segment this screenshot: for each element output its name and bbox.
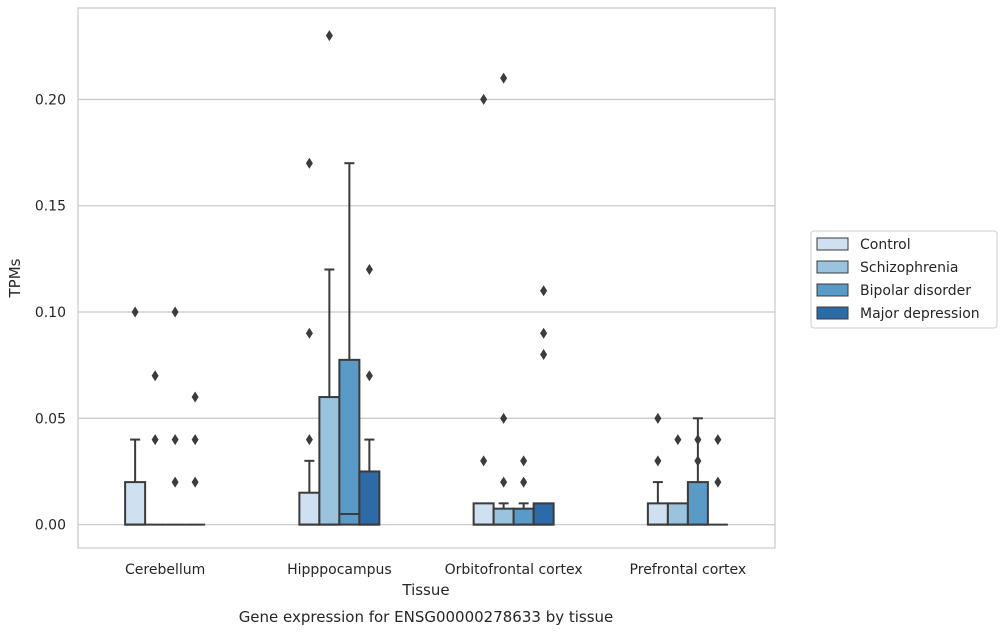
legend-frame bbox=[810, 230, 998, 329]
outlier-point bbox=[365, 263, 373, 275]
outlier-point bbox=[305, 327, 313, 339]
outlier-point bbox=[694, 434, 702, 446]
box-body bbox=[472, 502, 495, 526]
box-body bbox=[492, 507, 515, 526]
y-tick-label: 0.05 bbox=[35, 411, 66, 427]
outlier-point bbox=[480, 455, 488, 467]
outlier-point bbox=[500, 72, 508, 84]
outlier-point bbox=[540, 285, 548, 297]
box-series bbox=[124, 30, 728, 526]
outlier-point bbox=[674, 434, 682, 446]
outlier-point bbox=[191, 391, 199, 403]
legend-label: Schizophrenia bbox=[860, 260, 958, 276]
outlier-point bbox=[654, 412, 662, 424]
box-body bbox=[646, 502, 669, 526]
box-1-3 bbox=[358, 263, 381, 526]
box-body bbox=[358, 470, 381, 526]
box-0-0 bbox=[124, 306, 147, 526]
plot-frame bbox=[77, 7, 776, 549]
outlier-point bbox=[151, 370, 159, 382]
legend-label: Major depression bbox=[860, 306, 980, 322]
outlier-point bbox=[171, 434, 179, 446]
outlier-point bbox=[325, 30, 333, 42]
box-1-2 bbox=[338, 162, 361, 526]
box-body bbox=[124, 481, 147, 526]
outlier-point bbox=[151, 434, 159, 446]
box-3-0 bbox=[646, 412, 669, 526]
x-axis-title: Tissue bbox=[401, 581, 449, 599]
box-2-1 bbox=[492, 72, 515, 526]
outlier-point bbox=[520, 476, 528, 488]
y-tick-label: 0.15 bbox=[35, 199, 66, 215]
box-0-3 bbox=[185, 391, 206, 526]
x-tick-label: Hipppocampus bbox=[287, 562, 392, 578]
outlier-point bbox=[714, 434, 722, 446]
box-2-2 bbox=[512, 455, 535, 526]
box-body bbox=[338, 358, 361, 526]
x-tick-label: Prefrontal cortex bbox=[630, 562, 747, 578]
box-body bbox=[298, 491, 321, 526]
outlier-point bbox=[654, 455, 662, 467]
x-tick-labels: Cerebellum Hipppocampus Orbitofrontal cort… bbox=[125, 562, 746, 578]
outlier-point bbox=[540, 327, 548, 339]
legend-swatch bbox=[816, 283, 849, 297]
outlier-point bbox=[480, 93, 488, 105]
chart-caption: Gene expression for ENSG00000278633 by t… bbox=[239, 608, 614, 626]
box-1-0 bbox=[298, 157, 321, 526]
box-0-2 bbox=[165, 306, 186, 526]
box-body bbox=[666, 502, 689, 526]
outlier-point bbox=[305, 434, 313, 446]
box-3-3 bbox=[707, 434, 728, 526]
box-body bbox=[686, 481, 709, 526]
box-body bbox=[318, 396, 341, 526]
outlier-point bbox=[171, 306, 179, 318]
legend-swatch bbox=[816, 306, 849, 320]
y-axis-title: TPMs bbox=[6, 258, 24, 298]
box-1-1 bbox=[318, 30, 341, 526]
box-2-0 bbox=[472, 93, 495, 526]
y-tick-label: 0.10 bbox=[35, 305, 66, 321]
y-tick-labels: 0.00 0.05 0.10 0.15 0.20 bbox=[35, 92, 66, 533]
outlier-point bbox=[191, 476, 199, 488]
y-tick-label: 0.20 bbox=[35, 92, 66, 108]
outlier-point bbox=[714, 476, 722, 488]
legend-label: Control bbox=[860, 237, 911, 253]
y-tick-label: 0.00 bbox=[35, 518, 66, 534]
plot-area bbox=[78, 8, 775, 548]
legend: Control Schizophrenia Bipolar disorder Majo… bbox=[810, 230, 998, 329]
outlier-point bbox=[500, 412, 508, 424]
outlier-point bbox=[540, 349, 548, 361]
outlier-point bbox=[131, 306, 139, 318]
outlier-point bbox=[191, 434, 199, 446]
outlier-point bbox=[520, 455, 528, 467]
box-0-1 bbox=[145, 370, 166, 526]
box-body bbox=[532, 502, 555, 526]
x-tick-label: Cerebellum bbox=[125, 562, 205, 578]
outlier-point bbox=[171, 476, 179, 488]
box-2-3 bbox=[532, 285, 555, 526]
outlier-point bbox=[500, 476, 508, 488]
outlier-point bbox=[365, 370, 373, 382]
x-tick-label: Orbitofrontal cortex bbox=[445, 562, 583, 578]
legend-label: Bipolar disorder bbox=[860, 283, 971, 299]
box-body bbox=[512, 507, 535, 526]
legend-swatch bbox=[816, 237, 849, 251]
box-3-2 bbox=[686, 417, 709, 526]
legend-swatch bbox=[816, 260, 849, 274]
outlier-point bbox=[305, 157, 313, 169]
outlier-point bbox=[694, 455, 702, 467]
